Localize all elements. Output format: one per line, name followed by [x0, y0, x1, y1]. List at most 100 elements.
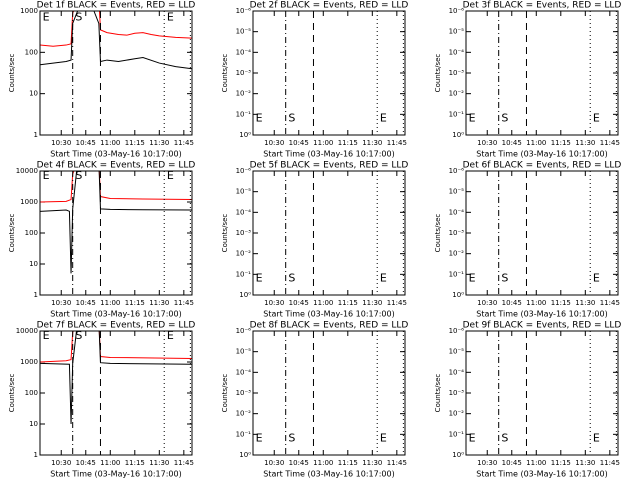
- x-tick-label: 11:30: [362, 299, 382, 307]
- annotation: E: [593, 112, 600, 125]
- annotation: E: [256, 272, 263, 285]
- y-tick-label: 10⁻⁶: [236, 327, 252, 335]
- x-tick-label: 11:30: [575, 459, 595, 467]
- y-tick-label: 10000: [16, 167, 38, 175]
- y-tick-label: 10⁰: [239, 131, 251, 139]
- chart-title: Det 2f BLACK = Events, RED = LLD: [250, 1, 409, 11]
- x-tick-label: 11:30: [149, 299, 169, 307]
- y-tick-label: 10⁻²: [236, 250, 252, 258]
- y-tick-label: 1000: [20, 198, 38, 206]
- y-tick-label: 100: [25, 48, 38, 56]
- x-axis-label: Start Time (03-May-16 10:17:00): [263, 310, 394, 319]
- annotation: E: [469, 272, 476, 285]
- x-tick-label: 10:30: [477, 139, 497, 147]
- x-tick-label: 10:30: [477, 459, 497, 467]
- x-tick-label: 11:00: [313, 459, 333, 467]
- x-tick-label: 11:30: [575, 299, 595, 307]
- y-tick-label: 10⁻⁵: [449, 188, 465, 196]
- x-axis-label: Start Time (03-May-16 10:17:00): [50, 310, 181, 319]
- y-tick-label: 10⁻¹: [236, 270, 252, 278]
- x-tick-label: 10:45: [76, 299, 96, 307]
- x-tick-label: 10:30: [264, 139, 284, 147]
- y-tick-label: 10⁻⁵: [236, 188, 252, 196]
- x-tick-label: 11:30: [149, 139, 169, 147]
- x-tick-label: 11:45: [600, 299, 620, 307]
- x-tick-label: 10:45: [289, 299, 309, 307]
- plot-frame: [252, 10, 406, 136]
- y-tick-label: 10⁻⁵: [236, 28, 252, 36]
- x-tick-label: 11:15: [338, 459, 358, 467]
- x-tick-label: 11:45: [600, 459, 620, 467]
- y-tick-label: 10⁻⁵: [449, 28, 465, 36]
- y-tick-label: 10⁰: [452, 131, 464, 139]
- annotation: E: [593, 432, 600, 445]
- annotation: S: [288, 432, 295, 445]
- y-tick-label: 10: [29, 260, 38, 268]
- y-tick-label: 10: [29, 90, 38, 98]
- y-tick-label: 10⁻⁴: [449, 208, 465, 216]
- data-line: [40, 171, 192, 274]
- plot-frame: [465, 330, 619, 456]
- y-tick-label: 10⁻⁶: [236, 167, 252, 175]
- y-tick-label: 10⁻⁶: [449, 327, 465, 335]
- annotation: E: [43, 169, 50, 182]
- x-tick-label: 10:30: [51, 459, 71, 467]
- chart-title: Det 1f BLACK = Events, RED = LLD: [37, 1, 196, 11]
- y-tick-label: 10⁰: [452, 291, 464, 299]
- x-tick-label: 10:30: [264, 299, 284, 307]
- y-tick-label: 10⁻⁴: [236, 208, 252, 216]
- x-tick-label: 10:45: [289, 139, 309, 147]
- x-axis-label: Start Time (03-May-16 10:17:00): [263, 150, 394, 159]
- y-tick-label: 10⁻²: [449, 90, 465, 98]
- y-tick-label: 1000: [20, 7, 38, 15]
- annotation: E: [380, 432, 387, 445]
- x-tick-label: 11:45: [387, 299, 407, 307]
- chart-title: Det 4f BLACK = Events, RED = LLD: [37, 161, 196, 171]
- x-tick-label: 11:00: [100, 299, 120, 307]
- annotation: S: [501, 272, 508, 285]
- x-tick-label: 11:45: [387, 459, 407, 467]
- plot-frame: [465, 170, 619, 296]
- data-line: [40, 171, 192, 203]
- plot-frame: [39, 10, 193, 136]
- chart-title: Det 5f BLACK = Events, RED = LLD: [250, 161, 409, 171]
- data-line: [40, 331, 192, 425]
- y-axis-label: Counts/sec: [8, 374, 16, 413]
- x-tick-label: 11:00: [313, 139, 333, 147]
- x-tick-label: 10:45: [76, 459, 96, 467]
- y-tick-label: 10⁻³: [449, 69, 465, 77]
- y-tick-label: 10⁻⁵: [449, 348, 465, 356]
- y-tick-label: 10⁻¹: [449, 430, 465, 438]
- x-tick-label: 11:15: [338, 139, 358, 147]
- chart-title: Det 9f BLACK = Events, RED = LLD: [463, 321, 622, 331]
- x-tick-label: 11:45: [387, 139, 407, 147]
- annotation: E: [256, 112, 263, 125]
- annotation: S: [501, 432, 508, 445]
- x-tick-label: 10:30: [51, 299, 71, 307]
- annotation: S: [75, 329, 82, 342]
- y-tick-label: 10⁻⁶: [449, 7, 465, 15]
- y-tick-label: 1: [34, 451, 38, 459]
- x-tick-label: 11:15: [125, 139, 145, 147]
- y-tick-label: 1: [34, 291, 38, 299]
- x-tick-label: 11:45: [174, 459, 194, 467]
- y-tick-label: 10⁰: [239, 451, 251, 459]
- annotation: E: [43, 10, 50, 23]
- annotation: E: [469, 432, 476, 445]
- x-tick-label: 11:30: [149, 459, 169, 467]
- y-tick-label: 10⁻⁵: [236, 348, 252, 356]
- x-tick-label: 11:45: [174, 299, 194, 307]
- y-tick-label: 10⁻³: [449, 229, 465, 237]
- y-tick-label: 1: [34, 131, 38, 139]
- x-tick-label: 10:45: [502, 139, 522, 147]
- x-tick-label: 11:00: [526, 299, 546, 307]
- annotation: E: [256, 432, 263, 445]
- y-tick-label: 10⁻¹: [236, 430, 252, 438]
- y-tick-label: 10000: [16, 327, 38, 335]
- y-tick-label: 10⁻²: [449, 410, 465, 418]
- y-axis-label: Counts/sec: [434, 214, 442, 253]
- x-tick-label: 11:00: [526, 139, 546, 147]
- y-tick-label: 10⁻⁴: [449, 368, 465, 376]
